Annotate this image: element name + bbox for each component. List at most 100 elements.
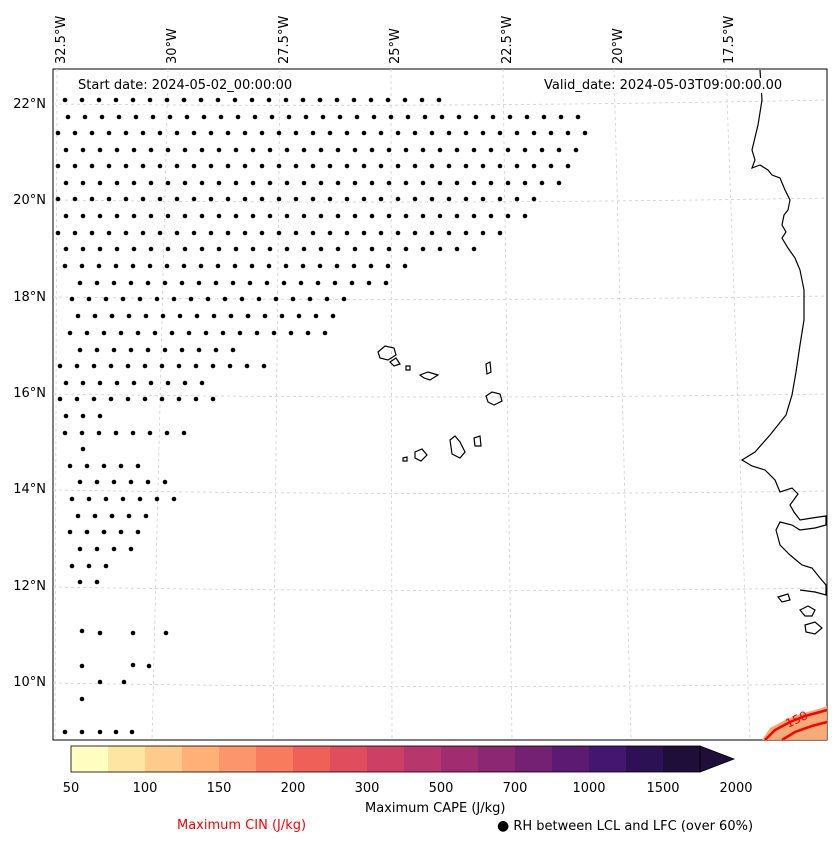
rh-dot xyxy=(463,196,469,202)
rh-dot xyxy=(194,313,200,319)
rh-dot xyxy=(97,729,103,735)
rh-dot xyxy=(67,529,73,535)
rh-dot xyxy=(310,196,316,202)
rh-dot xyxy=(77,479,83,485)
rh-dot xyxy=(72,230,78,236)
rh-dot xyxy=(225,163,231,169)
rh-dot xyxy=(182,147,188,153)
rh-dot xyxy=(267,246,273,252)
rh-dot xyxy=(55,130,61,136)
rh-dot xyxy=(154,496,160,502)
rh-dot xyxy=(437,246,443,252)
lon-gridline xyxy=(54,68,58,741)
rh-dot xyxy=(335,180,341,186)
colorbar-swatch xyxy=(71,746,109,772)
rh-dot xyxy=(174,196,180,202)
rh-dot xyxy=(174,163,180,169)
rh-dot xyxy=(135,529,141,535)
rh-dot xyxy=(436,97,442,103)
rh-dot xyxy=(307,296,313,302)
rh-dot xyxy=(201,114,207,120)
rh-dot xyxy=(403,246,409,252)
cape-colorbar xyxy=(70,745,736,773)
rh-dot xyxy=(446,163,452,169)
dot-icon: ● xyxy=(497,818,510,834)
rh-dot xyxy=(215,97,221,103)
lat-gridline xyxy=(52,295,828,300)
rh-dot xyxy=(419,97,425,103)
colorbar-swatch xyxy=(219,746,257,772)
rh-dot xyxy=(488,180,494,186)
cape-verde-sal xyxy=(485,361,492,375)
rh-dot xyxy=(89,230,95,236)
rh-dot xyxy=(164,263,170,269)
rh-dot xyxy=(162,347,168,353)
rh-dot xyxy=(471,246,477,252)
rh-dot xyxy=(97,679,103,685)
rh-dot xyxy=(232,97,238,103)
rh-dot xyxy=(69,563,75,569)
rh-dot xyxy=(208,163,214,169)
rh-dot xyxy=(96,430,102,436)
rh-dot xyxy=(82,114,88,120)
rh-dot xyxy=(250,246,256,252)
rh-dot xyxy=(402,97,408,103)
rh-dot xyxy=(196,280,202,286)
rh-dot xyxy=(403,180,409,186)
lon-label-20w: 20°W xyxy=(611,28,626,64)
rh-dot xyxy=(259,230,265,236)
rh-dot xyxy=(211,313,217,319)
rh-dot xyxy=(480,130,486,136)
rh-dot xyxy=(271,330,277,336)
rh-dot xyxy=(123,163,129,169)
lat-label-14n: 14°N xyxy=(13,482,46,497)
rh-dot xyxy=(225,196,231,202)
rh-dot xyxy=(300,97,306,103)
rh-dot xyxy=(281,280,287,286)
colorbar-extend-arrow xyxy=(699,745,736,773)
rh-dot xyxy=(113,729,119,735)
rh-dot xyxy=(74,363,80,369)
rh-dot xyxy=(80,380,86,386)
rh-dot xyxy=(130,430,136,436)
rh-dot xyxy=(256,296,262,302)
rh-dot xyxy=(318,246,324,252)
rh-dot xyxy=(232,263,238,269)
rh-dot xyxy=(114,380,120,386)
rh-dot xyxy=(129,729,135,735)
rh-dot xyxy=(369,180,375,186)
rh-stipple-dots xyxy=(55,97,588,735)
cape-verde-small-islet xyxy=(405,365,411,371)
rh-dot xyxy=(215,263,221,269)
rh-dot xyxy=(157,230,163,236)
rh-dot xyxy=(176,396,182,402)
rh-dot xyxy=(193,396,199,402)
rh-dot xyxy=(130,97,136,103)
rh-dot xyxy=(480,163,486,169)
rh-dot xyxy=(165,147,171,153)
rh-dot xyxy=(352,213,358,219)
rh-dot xyxy=(262,313,268,319)
rh-dot xyxy=(327,196,333,202)
african-island-1 xyxy=(799,605,816,617)
rh-dot xyxy=(135,463,141,469)
rh-dot xyxy=(354,114,360,120)
rh-dot xyxy=(420,213,426,219)
africa-coastline xyxy=(740,69,827,596)
rh-dot xyxy=(239,296,245,302)
rh-dot xyxy=(249,97,255,103)
rh-dot xyxy=(301,147,307,153)
rh-dot xyxy=(63,180,69,186)
rh-dot xyxy=(368,97,374,103)
rh-dot xyxy=(220,330,226,336)
lat-label-12n: 12°N xyxy=(13,579,46,594)
colorbar-swatch xyxy=(478,746,516,772)
rh-dot xyxy=(233,147,239,153)
rh-dot xyxy=(97,246,103,252)
rh-dot xyxy=(429,196,435,202)
rh-dot xyxy=(429,230,435,236)
rh-dot xyxy=(327,163,333,169)
rh-dot xyxy=(103,296,109,302)
rh-dot xyxy=(191,196,197,202)
rh-dot xyxy=(86,296,92,302)
